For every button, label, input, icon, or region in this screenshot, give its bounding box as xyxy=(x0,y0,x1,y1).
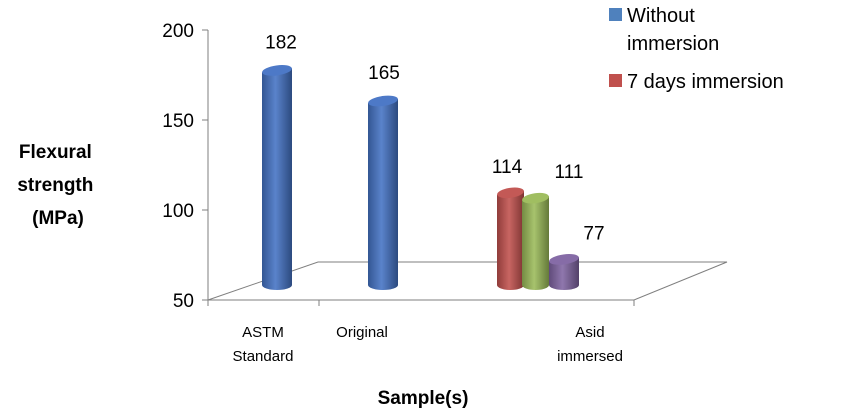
bar-body xyxy=(262,68,292,291)
bar-165 xyxy=(368,95,398,290)
category-label-line: Original xyxy=(336,324,388,341)
category-label: Original xyxy=(336,324,388,341)
bar-114 xyxy=(497,187,524,290)
data-label: 114 xyxy=(492,157,523,178)
bar-top xyxy=(497,187,524,199)
legend-label: Without immersion xyxy=(627,5,719,55)
bar-body xyxy=(549,257,579,290)
legend-label-line: immersion xyxy=(627,33,719,55)
y-axis-title: Flexural strength (MPa) xyxy=(17,142,98,229)
bar-top xyxy=(522,192,549,204)
category-label: ASTM Standard xyxy=(233,324,294,365)
category-label-line: immersed xyxy=(557,348,623,365)
y-tick-label: 150 xyxy=(162,111,194,132)
bar-182 xyxy=(262,65,292,291)
bar-body xyxy=(522,196,549,290)
bar-body xyxy=(368,99,398,290)
category-label-line: ASTM xyxy=(242,324,284,341)
data-label: 182 xyxy=(265,32,297,53)
legend-swatch xyxy=(609,74,622,87)
data-label: 111 xyxy=(555,162,584,183)
legend-label: 7 days immersion xyxy=(627,71,784,93)
data-label: 77 xyxy=(583,223,604,244)
y-axis-title-line: Flexural xyxy=(19,142,92,163)
bar-top xyxy=(549,254,579,265)
category-label: Asid immersed xyxy=(557,324,623,365)
y-tick-label: 50 xyxy=(173,291,194,312)
legend-item: 7 days immersion xyxy=(609,71,784,93)
bar-body xyxy=(497,190,524,290)
bar-111 xyxy=(522,192,549,290)
y-tick-label: 200 xyxy=(162,21,194,42)
legend-label-line: Without xyxy=(627,5,695,27)
legend-label-line: 7 days immersion xyxy=(627,71,784,93)
y-axis-title-line: strength xyxy=(17,175,93,196)
category-label-line: Standard xyxy=(233,348,294,365)
legend-item: Without immersion xyxy=(609,5,719,55)
legend-swatch xyxy=(609,8,622,21)
bar-top xyxy=(262,65,292,76)
x-axis-title: Sample(s) xyxy=(378,388,469,409)
bar-top xyxy=(368,95,398,107)
category-label-line: Asid xyxy=(575,324,604,341)
bar-77 xyxy=(549,254,579,290)
y-axis-title-line: (MPa) xyxy=(32,208,84,229)
y-tick-label: 100 xyxy=(162,201,194,222)
data-label: 165 xyxy=(368,63,400,84)
